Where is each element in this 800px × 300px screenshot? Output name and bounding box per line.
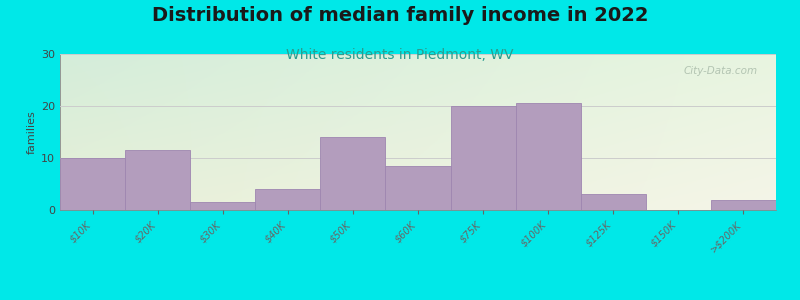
- Y-axis label: families: families: [27, 110, 37, 154]
- Bar: [320, 137, 386, 210]
- Bar: [190, 202, 255, 210]
- Bar: [450, 106, 516, 210]
- Text: Distribution of median family income in 2022: Distribution of median family income in …: [152, 6, 648, 25]
- Bar: [711, 200, 776, 210]
- Bar: [125, 150, 190, 210]
- Bar: [516, 103, 581, 210]
- Bar: [386, 166, 450, 210]
- Text: White residents in Piedmont, WV: White residents in Piedmont, WV: [286, 48, 514, 62]
- Text: City-Data.com: City-Data.com: [684, 67, 758, 76]
- Bar: [60, 158, 125, 210]
- Bar: [581, 194, 646, 210]
- Bar: [255, 189, 320, 210]
